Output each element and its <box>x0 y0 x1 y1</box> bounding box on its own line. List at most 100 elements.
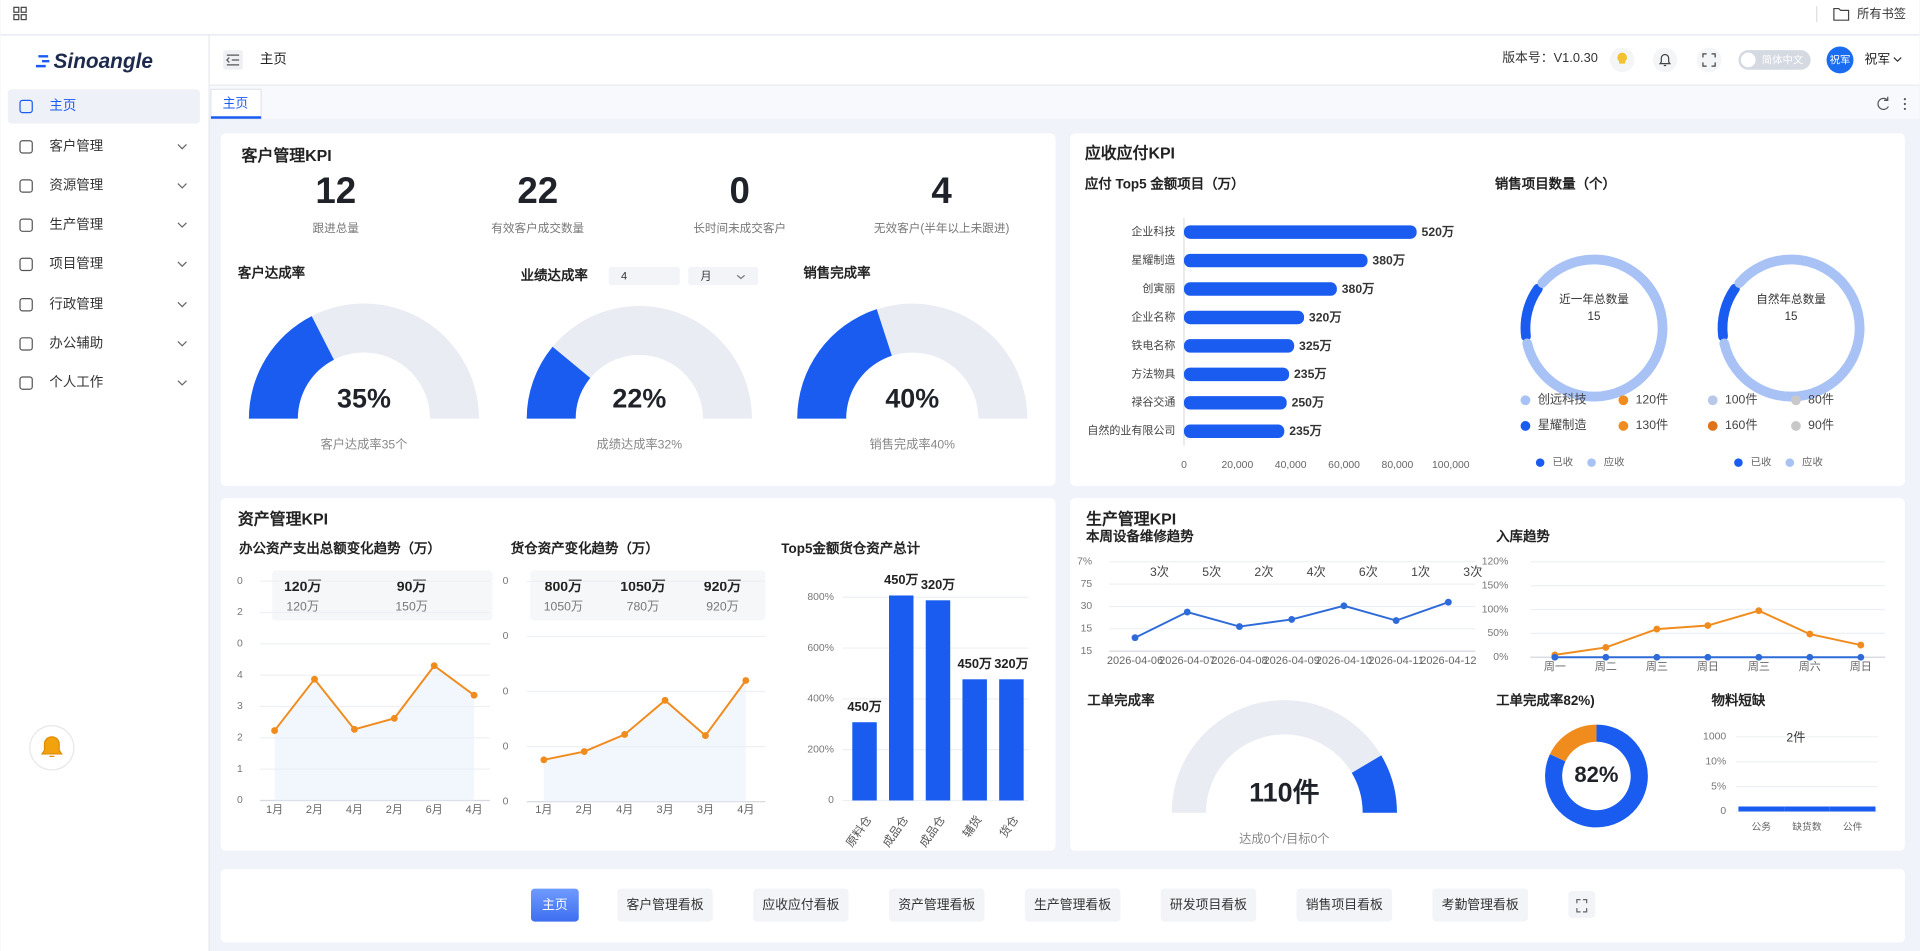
language-toggle[interactable] <box>1738 50 1811 70</box>
legend-dot <box>1734 458 1743 467</box>
bookmarks[interactable]: 所有书签 <box>1857 6 1906 21</box>
point <box>1602 653 1610 661</box>
menu-item[interactable]: 客户管理 <box>49 137 103 153</box>
collapse-icon <box>225 54 240 66</box>
y-tick-label: 200% <box>807 744 834 755</box>
y-tick-label: 75 <box>1081 579 1093 590</box>
point <box>661 696 669 704</box>
x-tick-label: 0 <box>1181 460 1187 471</box>
bar <box>925 600 951 801</box>
y-tick-label: 0 <box>503 631 509 642</box>
chevron <box>177 301 187 308</box>
gauge-center: 22% <box>612 383 666 413</box>
legend-dot <box>1618 395 1629 406</box>
nav-button[interactable] <box>531 888 579 922</box>
bar <box>1183 424 1285 439</box>
x-tick-label: 2026-04-08 <box>1211 655 1267 667</box>
bar <box>1183 339 1295 353</box>
nav-fullscreen[interactable] <box>1568 891 1596 918</box>
menu-icon <box>19 140 33 154</box>
fullscreen-button[interactable] <box>1696 47 1722 73</box>
bar-label: 325万 <box>1299 339 1332 353</box>
menu-icon <box>19 298 33 312</box>
logo-mark <box>35 55 50 68</box>
nav-button[interactable] <box>1024 888 1121 922</box>
menu-item[interactable]: 个人工作 <box>49 375 103 390</box>
chevron <box>177 261 187 268</box>
y-tick-label: 15 <box>1081 646 1093 657</box>
bar-label: 520万 <box>1422 225 1455 239</box>
filter-input[interactable] <box>608 266 680 286</box>
breadcrumb: 主页 <box>260 52 287 67</box>
float-bell-icon <box>40 736 63 758</box>
avatar[interactable] <box>1826 46 1854 74</box>
avatar-text: 祝军 <box>1830 53 1851 66</box>
user-name[interactable]: 祝军 <box>1864 51 1890 66</box>
filter-select[interactable] <box>688 266 759 286</box>
chevron <box>177 341 187 347</box>
y-tick-label: 自然的业有限公司 <box>1087 423 1175 437</box>
menu-item[interactable]: 主页 <box>49 98 76 113</box>
point <box>1704 622 1712 629</box>
y-tick-label: 2 <box>237 607 243 618</box>
nav-button[interactable] <box>1432 888 1528 922</box>
x-tick-label: 周一 <box>1544 660 1566 673</box>
gauge-track <box>1171 700 1397 813</box>
nav-button[interactable] <box>1160 888 1257 922</box>
menu-item[interactable]: 资源管理 <box>49 178 103 193</box>
tab[interactable] <box>210 88 262 120</box>
nav-button[interactable] <box>1296 888 1393 922</box>
y-tick-label: 100% <box>1482 604 1509 615</box>
stat-label: 长时间未成交客户 <box>693 221 786 235</box>
refresh-icon[interactable] <box>1877 96 1889 110</box>
chevron <box>177 222 187 228</box>
menu-icon <box>19 257 33 272</box>
x-tick-label: 4月 <box>466 804 483 816</box>
summary-sub: 780万 <box>627 599 660 613</box>
donut-segment <box>1520 283 1543 342</box>
point <box>1857 653 1865 661</box>
menu-item[interactable]: 项目管理 <box>49 256 103 271</box>
notice-button[interactable] <box>1652 47 1678 73</box>
summary-value: 920万 <box>704 578 742 594</box>
x-tick-label: 1月 <box>266 804 283 816</box>
summary-value: 120万 <box>284 578 322 594</box>
legend-label: 80件 <box>1808 392 1834 406</box>
point <box>1340 602 1348 610</box>
nav-label: 应收应付看板 <box>762 897 839 912</box>
menu-icon <box>19 218 33 232</box>
y-tick-label: 企业科技 <box>1131 224 1175 238</box>
point <box>621 731 629 738</box>
more-icon[interactable] <box>1903 98 1906 111</box>
menu-item[interactable]: 生产管理 <box>49 217 103 232</box>
x-tick-label: 周三 <box>1748 660 1770 673</box>
chart-title: 业绩达成率 <box>521 267 589 283</box>
apps-icon[interactable] <box>13 6 27 21</box>
nav-button[interactable] <box>889 888 985 922</box>
nav-button[interactable] <box>753 888 849 922</box>
chevron <box>1893 57 1902 63</box>
top-bar <box>0 0 1920 35</box>
chart-title: 货仓资产变化趋势（万） <box>510 540 659 556</box>
annotation: 6次 <box>1359 565 1378 579</box>
donut-segment <box>1545 724 1648 828</box>
chart-title: 工单完成率 <box>1087 692 1155 708</box>
menu-item[interactable]: 行政管理 <box>49 296 103 311</box>
summary-value: 1050万 <box>620 578 665 594</box>
fullscreen-icon <box>1576 898 1588 913</box>
menu-item[interactable]: 办公辅助 <box>49 335 103 350</box>
panel-title: 应收应付KPI <box>1085 143 1175 162</box>
legend-label: 90件 <box>1808 418 1834 432</box>
tab-label[interactable]: 主页 <box>223 95 249 110</box>
point <box>580 748 588 755</box>
chevron <box>736 274 745 280</box>
nav-button[interactable] <box>617 888 713 922</box>
chevron <box>177 183 187 189</box>
x-tick-label: 80,000 <box>1382 460 1414 471</box>
bar <box>1183 225 1417 239</box>
y-tick-label: 0 <box>503 741 509 752</box>
menu-icon <box>19 337 33 351</box>
y-tick-label: 4 <box>237 670 243 681</box>
